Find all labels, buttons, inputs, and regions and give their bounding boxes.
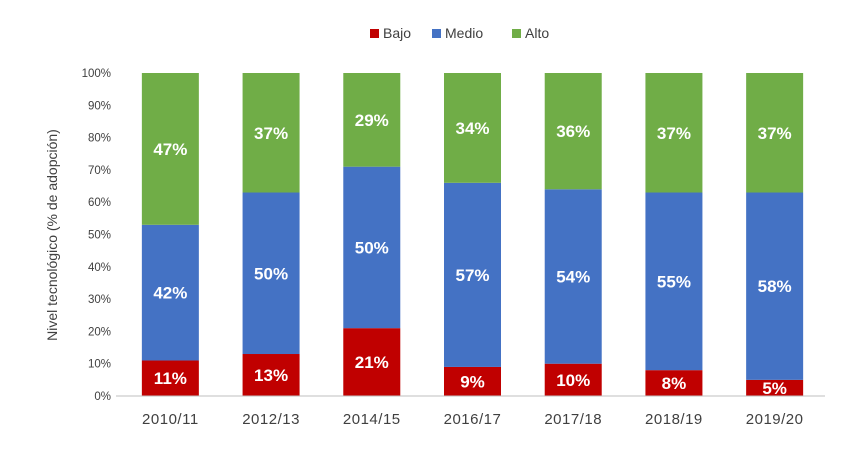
x-tick-label: 2014/15 bbox=[343, 411, 401, 428]
y-axis-label: Nivel tecnológico (% de adopción) bbox=[44, 129, 60, 341]
data-label: 37% bbox=[657, 124, 691, 143]
data-label: 9% bbox=[460, 372, 485, 391]
bar-segment-alto bbox=[141, 73, 199, 225]
bar-segment-medio bbox=[746, 192, 804, 380]
y-tick-label: 30% bbox=[88, 294, 111, 306]
data-label: 10% bbox=[556, 371, 590, 390]
data-label: 54% bbox=[556, 267, 590, 286]
legend-swatch-bajo bbox=[370, 29, 379, 38]
bar-segment-alto bbox=[645, 73, 703, 193]
x-tick-label: 2012/13 bbox=[242, 411, 300, 428]
bar-segment-bajo bbox=[141, 360, 199, 396]
x-tick-label: 2016/17 bbox=[444, 411, 502, 428]
data-label: 57% bbox=[455, 266, 489, 285]
data-label: 55% bbox=[657, 272, 691, 291]
data-label: 37% bbox=[254, 124, 288, 143]
data-label: 29% bbox=[355, 111, 389, 130]
y-tick-label: 100% bbox=[82, 68, 111, 80]
data-label: 50% bbox=[355, 238, 389, 257]
data-label: 42% bbox=[153, 284, 187, 303]
bar-segment-bajo bbox=[343, 328, 401, 396]
data-label: 5% bbox=[762, 379, 787, 398]
legend-swatch-medio bbox=[432, 29, 441, 38]
bar-segment-bajo bbox=[444, 366, 501, 396]
y-tick-label: 50% bbox=[88, 230, 111, 242]
bar-segment-bajo bbox=[242, 354, 300, 396]
data-label: 58% bbox=[758, 277, 792, 296]
x-tick-label: 2018/19 bbox=[645, 411, 703, 428]
bar-segment-bajo bbox=[544, 363, 602, 396]
y-axis: 0% 10% 20% 30% 40% 50% 60% 70% 80% 90% 100% bbox=[82, 68, 111, 403]
data-label: 13% bbox=[254, 366, 288, 385]
bar-segment-medio bbox=[242, 192, 300, 355]
data-label: 21% bbox=[355, 353, 389, 372]
legend-label-alto: Alto bbox=[525, 25, 549, 41]
bar-segment-medio bbox=[544, 189, 602, 364]
bars: 11% 42% 47% 13% 50% 37% 21% 50% 29% 9% 57% 34% 10% 54… bbox=[141, 73, 804, 398]
data-label: 47% bbox=[153, 140, 187, 159]
bar-segment-alto bbox=[242, 73, 300, 193]
y-tick-label: 20% bbox=[88, 326, 111, 338]
y-tick-label: 0% bbox=[94, 391, 111, 403]
bar-segment-medio bbox=[645, 192, 703, 371]
y-tick-label: 60% bbox=[88, 197, 111, 209]
y-tick-label: 70% bbox=[88, 165, 111, 177]
data-label: 34% bbox=[455, 119, 489, 138]
bar-segment-bajo bbox=[746, 379, 804, 396]
data-label: 50% bbox=[254, 264, 288, 283]
legend-label-medio: Medio bbox=[445, 25, 483, 41]
x-axis: 2010/11 2012/13 2014/15 2016/17 2017/18 2018/… bbox=[116, 395, 825, 428]
bar-segment-alto bbox=[343, 73, 401, 167]
legend: Bajo Medio Alto bbox=[370, 25, 549, 41]
data-label: 37% bbox=[758, 124, 792, 143]
x-tick-label: 2017/18 bbox=[544, 411, 602, 428]
bar-segment-medio bbox=[141, 224, 199, 361]
y-tick-label: 90% bbox=[88, 100, 111, 112]
y-tick-label: 10% bbox=[88, 359, 111, 371]
y-tick-label: 80% bbox=[88, 133, 111, 145]
bar-segment-alto bbox=[444, 73, 501, 183]
x-tick-label: 2010/11 bbox=[142, 411, 199, 428]
x-tick-label: 2019/20 bbox=[746, 411, 804, 428]
legend-swatch-alto bbox=[512, 29, 521, 38]
data-label: 11% bbox=[154, 369, 187, 388]
y-tick-label: 40% bbox=[88, 262, 111, 274]
bar-segment-medio bbox=[343, 166, 401, 329]
bar-segment-alto bbox=[746, 73, 804, 193]
data-label: 36% bbox=[556, 122, 590, 141]
data-label: 8% bbox=[662, 374, 687, 393]
bar-segment-alto bbox=[544, 73, 602, 190]
bar-segment-medio bbox=[444, 182, 501, 367]
legend-label-bajo: Bajo bbox=[383, 25, 411, 41]
bar-segment-bajo bbox=[645, 370, 703, 396]
